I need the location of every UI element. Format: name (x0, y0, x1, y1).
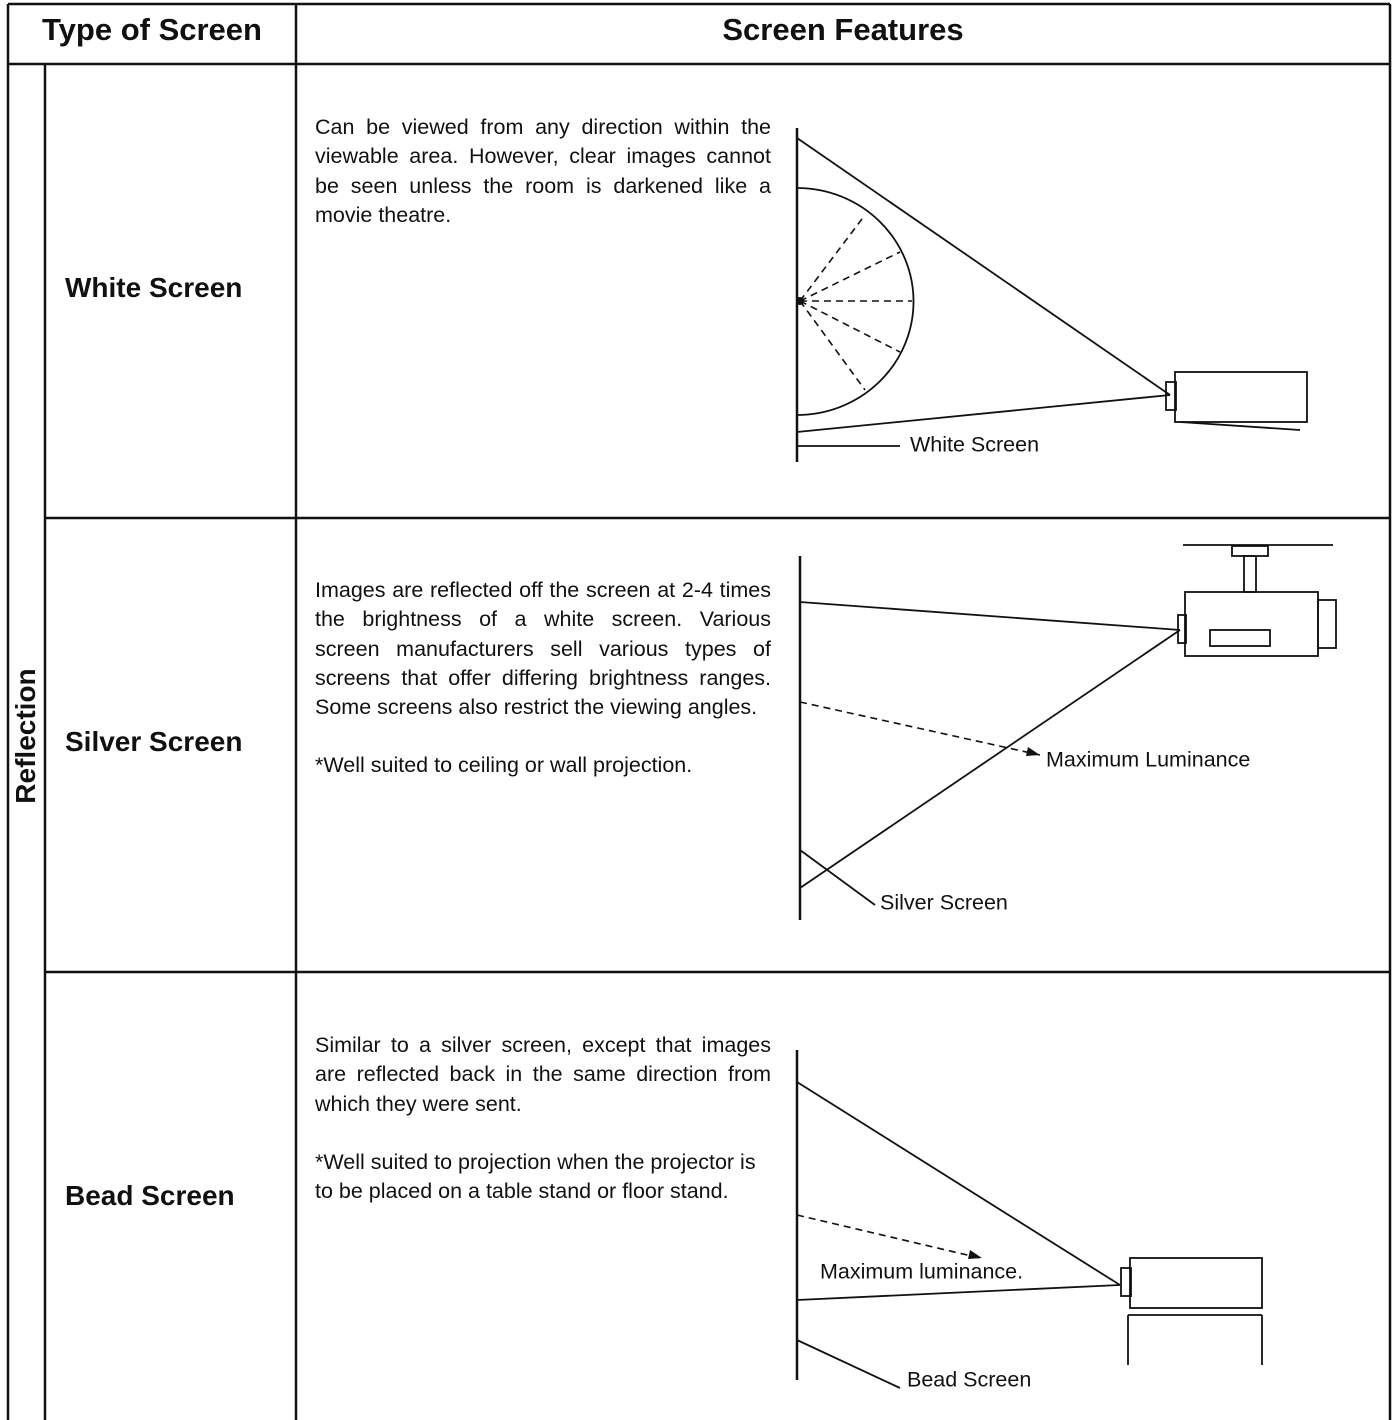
paragraph: *Well suited to ceiling or wall projecti… (315, 753, 693, 778)
bead-screen-diagram: Maximum luminance. Bead Screen (795, 1050, 1263, 1392)
paragraph: Can be viewed from any direction within … (315, 115, 771, 227)
diagram-label: Maximum luminance. (820, 1260, 1023, 1284)
white-screen-diagram: White Screen (795, 128, 1308, 462)
row-name: Bead Screen (65, 1180, 235, 1211)
group-label: Reflection (10, 668, 41, 804)
paragraph: Images are reflected off the screen at 2… (315, 578, 771, 720)
description: Can be viewed from any direction within … (315, 113, 771, 259)
header-cell: Screen Features (722, 12, 964, 47)
row-name: Silver Screen (65, 726, 243, 757)
row-name: White Screen (65, 272, 243, 303)
diagram-label: White Screen (910, 433, 1039, 457)
diagram-label: Silver Screen (880, 891, 1008, 915)
paragraph: *Well suited to projection when the proj… (315, 1149, 756, 1204)
table-grid (6, 2, 1392, 1420)
diagram-label: Maximum Luminance (1046, 748, 1250, 772)
description: Images are reflected off the screen at 2… (315, 576, 771, 810)
paragraph: Similar to a silver screen, except that … (315, 1033, 771, 1116)
header-cell: Type of Screen (42, 12, 262, 47)
diagram-label: Bead Screen (907, 1368, 1031, 1392)
silver-screen-diagram: Maximum Luminance Silver Screen (798, 544, 1337, 920)
description: Similar to a silver screen, except that … (315, 1031, 771, 1235)
